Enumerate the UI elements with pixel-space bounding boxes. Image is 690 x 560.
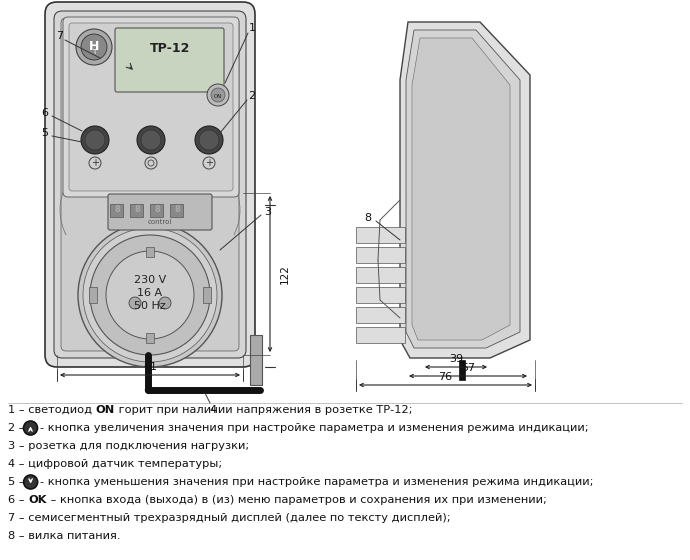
FancyBboxPatch shape <box>54 11 246 358</box>
Circle shape <box>207 84 229 106</box>
Text: ON: ON <box>214 94 222 99</box>
Bar <box>146 333 154 343</box>
Text: горит при наличии напряжения в розетке ТР-12;: горит при наличии напряжения в розетке Т… <box>115 405 413 415</box>
Text: 6 –: 6 – <box>8 495 28 505</box>
Polygon shape <box>406 30 520 348</box>
Text: 8: 8 <box>364 213 371 223</box>
Text: 8: 8 <box>134 206 140 214</box>
FancyBboxPatch shape <box>63 17 239 197</box>
Text: 7: 7 <box>57 31 63 41</box>
Text: 50 Hz: 50 Hz <box>134 301 166 311</box>
Text: 39: 39 <box>449 354 463 364</box>
FancyBboxPatch shape <box>61 18 239 351</box>
Text: +: + <box>91 158 99 168</box>
Text: 3: 3 <box>264 207 271 217</box>
Text: 4 – цифровой датчик температуры;: 4 – цифровой датчик температуры; <box>8 459 222 469</box>
Bar <box>356 247 405 263</box>
Bar <box>89 287 97 303</box>
Circle shape <box>211 88 225 102</box>
Bar <box>356 327 405 343</box>
Circle shape <box>81 34 107 60</box>
Bar <box>356 227 405 243</box>
Text: 8: 8 <box>174 206 180 214</box>
Bar <box>203 287 211 303</box>
Text: Н: Н <box>89 40 99 53</box>
Text: 16 A: 16 A <box>137 288 163 298</box>
Text: +: + <box>205 158 213 168</box>
Text: 2 –: 2 – <box>8 423 25 433</box>
Circle shape <box>81 126 109 154</box>
Bar <box>356 267 405 283</box>
Text: control: control <box>148 219 172 225</box>
Text: 2: 2 <box>248 91 255 101</box>
Text: 61: 61 <box>143 362 157 372</box>
Circle shape <box>195 126 223 154</box>
Circle shape <box>129 297 141 309</box>
Text: OK: OK <box>28 495 47 505</box>
Text: 122: 122 <box>280 264 290 284</box>
Bar <box>459 360 465 380</box>
Text: ON: ON <box>96 405 115 415</box>
Text: 5 –: 5 – <box>8 477 25 487</box>
Circle shape <box>83 228 217 362</box>
Bar <box>150 204 163 217</box>
Circle shape <box>199 130 219 150</box>
FancyBboxPatch shape <box>108 194 212 230</box>
Text: 1: 1 <box>248 23 255 33</box>
FancyBboxPatch shape <box>69 23 233 191</box>
Text: 1 – светодиод: 1 – светодиод <box>8 405 96 415</box>
Text: 76: 76 <box>438 372 452 382</box>
Text: 5: 5 <box>41 128 48 138</box>
Circle shape <box>78 223 222 367</box>
Circle shape <box>23 475 38 489</box>
Text: 8: 8 <box>114 206 120 214</box>
Text: – кнопка входа (выхода) в (из) меню параметров и сохранения их при изменении;: – кнопка входа (выхода) в (из) меню пара… <box>47 495 546 505</box>
Text: 7 – семисегментный трехразрядный дисплей (далее по тексту дисплей);: 7 – семисегментный трехразрядный дисплей… <box>8 513 451 523</box>
Polygon shape <box>412 38 510 340</box>
Circle shape <box>85 130 105 150</box>
Circle shape <box>141 130 161 150</box>
Bar <box>146 247 154 257</box>
Circle shape <box>146 388 150 393</box>
Text: - кнопка уменьшения значения при настройке параметра и изменения режима индикаци: - кнопка уменьшения значения при настрой… <box>39 477 593 487</box>
Text: ТР-12: ТР-12 <box>150 41 190 54</box>
Bar <box>130 204 143 217</box>
Bar <box>170 204 183 217</box>
Text: 230 V: 230 V <box>134 275 166 285</box>
Text: 8: 8 <box>154 206 160 214</box>
Circle shape <box>23 421 37 435</box>
Bar <box>356 307 405 323</box>
Polygon shape <box>400 22 530 358</box>
Circle shape <box>106 251 194 339</box>
Text: 57: 57 <box>461 363 475 373</box>
Bar <box>250 335 262 385</box>
Text: 8 – вилка питания.: 8 – вилка питания. <box>8 531 121 541</box>
Text: 4: 4 <box>210 405 217 415</box>
Text: - кнопка увеличения значения при настройке параметра и изменения режима индикаци: - кнопка увеличения значения при настрой… <box>39 423 588 433</box>
FancyBboxPatch shape <box>45 2 255 367</box>
Circle shape <box>137 126 165 154</box>
Circle shape <box>159 297 171 309</box>
Text: 6: 6 <box>41 108 48 118</box>
Bar <box>356 287 405 303</box>
FancyBboxPatch shape <box>115 28 224 92</box>
Text: 3 – розетка для подключения нагрузки;: 3 – розетка для подключения нагрузки; <box>8 441 249 451</box>
Text: T: T <box>92 49 96 55</box>
Circle shape <box>76 29 112 65</box>
Circle shape <box>90 235 210 355</box>
Bar <box>110 204 123 217</box>
